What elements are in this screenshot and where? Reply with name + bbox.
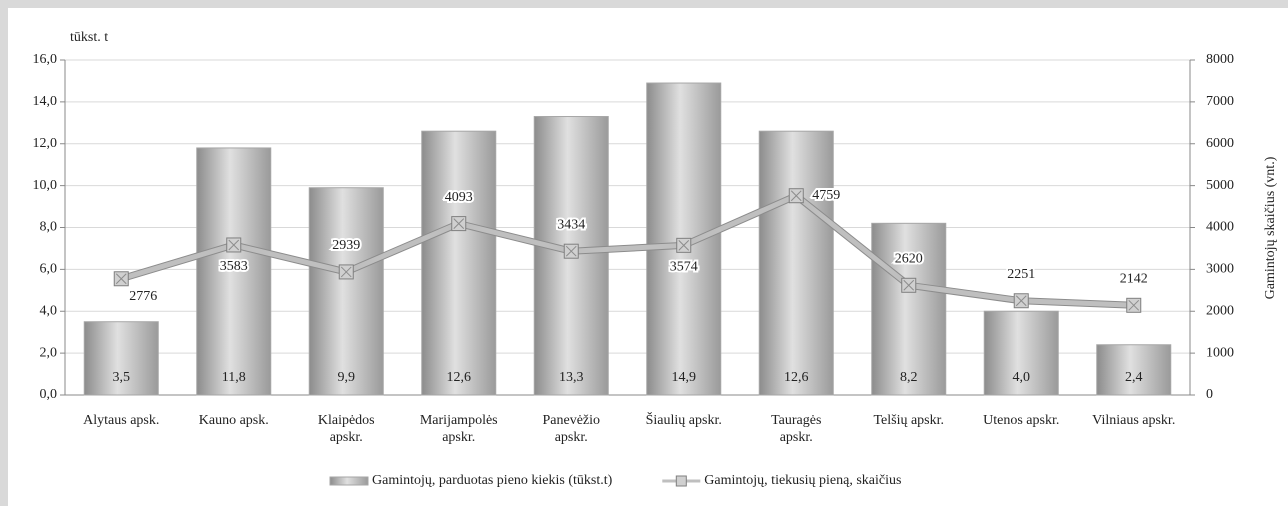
legend-swatch-marker — [675, 475, 687, 487]
bar — [758, 130, 834, 396]
y-axis-label: tūkst. t — [70, 30, 108, 45]
line-value-label: 3574 — [670, 260, 698, 275]
line-value-label: 2776 — [129, 289, 157, 304]
bar-value-label: 8,2 — [900, 370, 918, 385]
x-tick-label: Utenos apskr. — [983, 413, 1060, 428]
x-tick-label: Klaipėdos apskr. — [317, 413, 375, 445]
marker-cross — [903, 279, 915, 291]
y-tick-label: 4,0 — [40, 303, 58, 318]
bar — [983, 310, 1059, 396]
line-value-label: 3434 — [557, 217, 585, 232]
line-value-label: 4093 — [445, 190, 473, 205]
x-tick-label: Telšių apskr. — [873, 413, 945, 428]
y-tick-label: 16,0 — [33, 52, 58, 67]
marker-cross — [228, 239, 240, 251]
y2-tick-label: 2000 — [1206, 303, 1234, 318]
bar — [196, 147, 272, 396]
line-value-label: 3583 — [220, 259, 248, 274]
bar — [871, 222, 947, 396]
marker-cross — [1015, 295, 1027, 307]
y2-tick-label: 4000 — [1206, 220, 1234, 235]
y-tick-label: 0,0 — [40, 387, 58, 402]
bar — [1096, 344, 1172, 396]
y-tick-label: 8,0 — [40, 220, 58, 235]
line-value-label: 2142 — [1120, 272, 1148, 287]
bar-value-label: 12,6 — [784, 370, 809, 385]
legend-label: Gamintojų, parduotas pieno kiekis (tūkst… — [372, 473, 613, 488]
line-value-label: 2251 — [1007, 267, 1035, 282]
line-value-label: 2939 — [332, 238, 360, 253]
y2-tick-label: 0 — [1206, 387, 1213, 402]
y2-axis-label: Gamintojų skaičius (vnt.) — [1263, 156, 1278, 299]
legend-swatch — [329, 476, 369, 486]
line — [120, 193, 1134, 308]
marker-cross — [678, 239, 690, 251]
line-value-label: 3434 — [557, 217, 585, 232]
x-tick-label: Alytaus apsk. — [83, 413, 160, 428]
marker-cross — [790, 190, 802, 202]
y-tick-label: 6,0 — [40, 262, 58, 277]
line-value-label: 3574 — [670, 260, 698, 275]
marker-cross — [340, 266, 352, 278]
bar-value-label: 13,3 — [559, 370, 584, 385]
bar-value-label: 9,9 — [338, 370, 356, 385]
y2-tick-label: 3000 — [1206, 262, 1234, 277]
bar — [83, 321, 159, 396]
y-tick-label: 12,0 — [33, 136, 58, 151]
y2-tick-label: 8000 — [1206, 52, 1234, 67]
x-tick-label: Vilniaus apskr. — [1092, 413, 1176, 428]
bar — [308, 187, 384, 396]
y2-tick-label: 1000 — [1206, 345, 1234, 360]
y-tick-label: 10,0 — [33, 178, 58, 193]
chart-area: tūkst. t Gamintojų skaičius (vnt.) 0,0 2,… — [8, 8, 1288, 506]
legend-label: Gamintojų, tiekusių pieną, skaičius — [704, 473, 901, 488]
line-value-label: 4759 — [812, 188, 840, 203]
line-value-label: 2142 — [1120, 272, 1148, 287]
y-tick-label: 2,0 — [40, 345, 58, 360]
bar-value-label: 12,6 — [447, 370, 472, 385]
marker-cross — [453, 218, 465, 229]
x-tick-label: Kauno apsk. — [198, 413, 269, 428]
line-value-label: 2251 — [1007, 267, 1035, 282]
marker-cross — [115, 273, 127, 285]
line-value-label: 2620 — [895, 252, 923, 267]
line-value-label: 3583 — [220, 259, 248, 274]
y-tick-label: 14,0 — [33, 94, 58, 109]
x-tick-label: Tauragės apskr. — [771, 413, 822, 445]
bar-value-label: 3,5 — [113, 370, 131, 385]
line-value-label: 2620 — [895, 252, 923, 267]
y2-tick-label: 6000 — [1206, 136, 1234, 151]
chart: tūkst. t Gamintojų skaičius (vnt.) 0,0 2,… — [33, 30, 1279, 488]
y2-tick-label: 7000 — [1206, 94, 1234, 109]
line-value-label: 4093 — [445, 190, 473, 205]
line-value-label: 2939 — [332, 238, 360, 253]
marker-cross — [565, 245, 577, 257]
y2-tick-label: 5000 — [1206, 178, 1234, 193]
marker-cross — [1128, 299, 1140, 311]
line-value-label: 2776 — [129, 289, 157, 304]
x-tick-label: Marijampolės apskr. — [419, 413, 498, 445]
x-tick-label: Panevėžio apskr. — [542, 413, 601, 445]
bar-value-label: 4,0 — [1013, 370, 1031, 385]
line-value-label: 4759 — [812, 188, 840, 203]
bar — [421, 130, 497, 396]
x-tick-label: Šiaulių apskr. — [645, 413, 722, 428]
bar-value-label: 2,4 — [1125, 370, 1143, 385]
bar-value-label: 14,9 — [672, 370, 697, 385]
bar-value-label: 11,8 — [222, 370, 246, 385]
